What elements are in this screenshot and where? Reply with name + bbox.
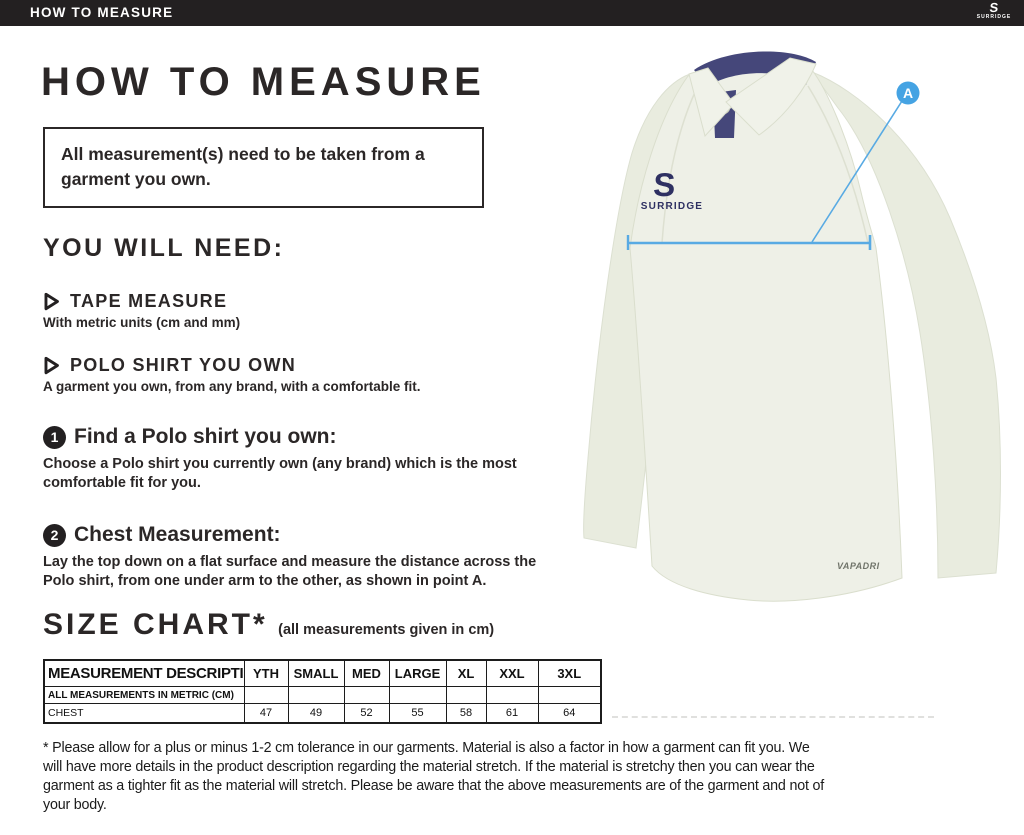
table-header-row: MEASUREMENT DESCRIPTION YTH SMALL MED LA… [43,659,602,687]
size-chart-table: MEASUREMENT DESCRIPTION YTH SMALL MED LA… [43,659,602,724]
surridge-s-icon: S [988,0,1000,15]
shirt-collar-left [688,67,735,138]
play-triangle-icon [44,356,59,375]
vapadri-label: VAPADRI [837,561,880,571]
need-item-desc: A garment you own, from any brand, with … [43,379,421,394]
need-item-title: TAPE MEASURE [70,291,228,311]
top-bar-title: HOW TO MEASURE [30,5,174,20]
shirt-inner-collar [694,51,816,86]
need-item-desc: With metric units (cm and mm) [43,315,241,330]
top-bar: HOW TO MEASURE S SURRIDGE [0,0,1024,26]
polo-shirt-diagram: S SURRIDGE VAPADRI A [583,51,1001,602]
column-header: SMALL [287,659,345,687]
column-header: LARGE [388,659,447,687]
cell-value: 64 [537,703,602,724]
shirt-right-sleeve [810,70,1001,579]
need-item-tape-measure: TAPE MEASURE With metric units (cm and m… [43,291,240,330]
column-header: MED [343,659,390,687]
surridge-s-icon: S [652,166,676,203]
point-a-marker [896,81,920,105]
column-header: MEASUREMENT DESCRIPTION [43,659,245,687]
cell-value: 55 [388,703,447,724]
notice-box: All measurement(s) need to be taken from… [43,127,484,208]
footnote: * Please allow for a plus or minus 1-2 c… [43,740,825,813]
shirt-body [629,65,903,602]
cell-value: 61 [485,703,539,724]
table-artifact-line [612,716,934,718]
cell-value: 49 [287,703,345,724]
shirt-collar-right [725,57,817,136]
step-title: Find a Polo shirt you own: [74,425,337,448]
column-header: 3XL [537,659,602,687]
step-desc: Lay the top down on a flat surface and m… [43,554,537,590]
page-title: HOW TO MEASURE [41,60,486,104]
surridge-wordmark: SURRIDGE [976,14,1012,20]
size-chart-subheading: (all measurements given in cm) [278,622,495,638]
table-row: ALL MEASUREMENTS IN METRIC (CM) [43,686,602,704]
shirt-seam [661,89,697,244]
column-header: XXL [485,659,539,687]
size-chart-heading: SIZE CHART* [43,608,268,641]
column-header: XL [445,659,487,687]
step-number-badge: 2 [43,523,66,547]
step-title: Chest Measurement: [74,523,281,546]
pointer-line-a [811,100,903,243]
cell-value: 47 [243,703,289,724]
step-2: 2 Chest Measurement: Lay the top down on… [43,523,563,592]
need-item-title: POLO SHIRT YOU OWN [70,355,297,375]
point-a-label: A [903,85,913,101]
row-label: CHEST [43,703,245,724]
step-1: 1 Find a Polo shirt you own: Choose a Po… [43,425,563,494]
column-header: YTH [243,659,289,687]
surridge-logo: S SURRIDGE [972,0,1016,20]
table-row: CHEST 47 49 52 55 58 61 64 [43,703,602,724]
step-desc: Choose a Polo shirt you currently own (a… [43,456,517,492]
need-item-polo-shirt: POLO SHIRT YOU OWN A garment you own, fr… [43,355,421,394]
cell-value: 58 [445,703,487,724]
size-chart-heading-row: SIZE CHART* (all measurements given in c… [43,608,494,642]
row-label: ALL MEASUREMENTS IN METRIC (CM) [43,686,245,704]
cell-value: 52 [343,703,390,724]
play-triangle-icon [44,292,59,311]
surridge-wordmark: SURRIDGE [641,201,703,212]
you-will-need-heading: YOU WILL NEED: [43,234,285,262]
step-number-badge: 1 [43,425,66,449]
shirt-seam [807,85,869,244]
